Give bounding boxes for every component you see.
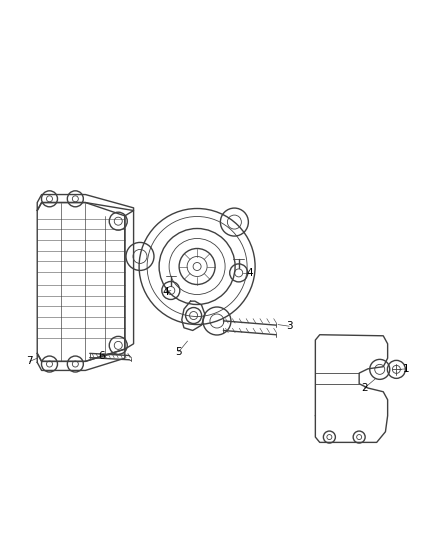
Text: 5: 5 <box>175 347 182 357</box>
Text: 2: 2 <box>361 383 368 393</box>
Text: 6: 6 <box>98 351 105 361</box>
Text: 1: 1 <box>403 364 410 374</box>
Text: 4: 4 <box>246 268 253 278</box>
Text: 4: 4 <box>162 287 169 297</box>
Text: 7: 7 <box>26 357 33 366</box>
Text: 3: 3 <box>286 321 293 331</box>
